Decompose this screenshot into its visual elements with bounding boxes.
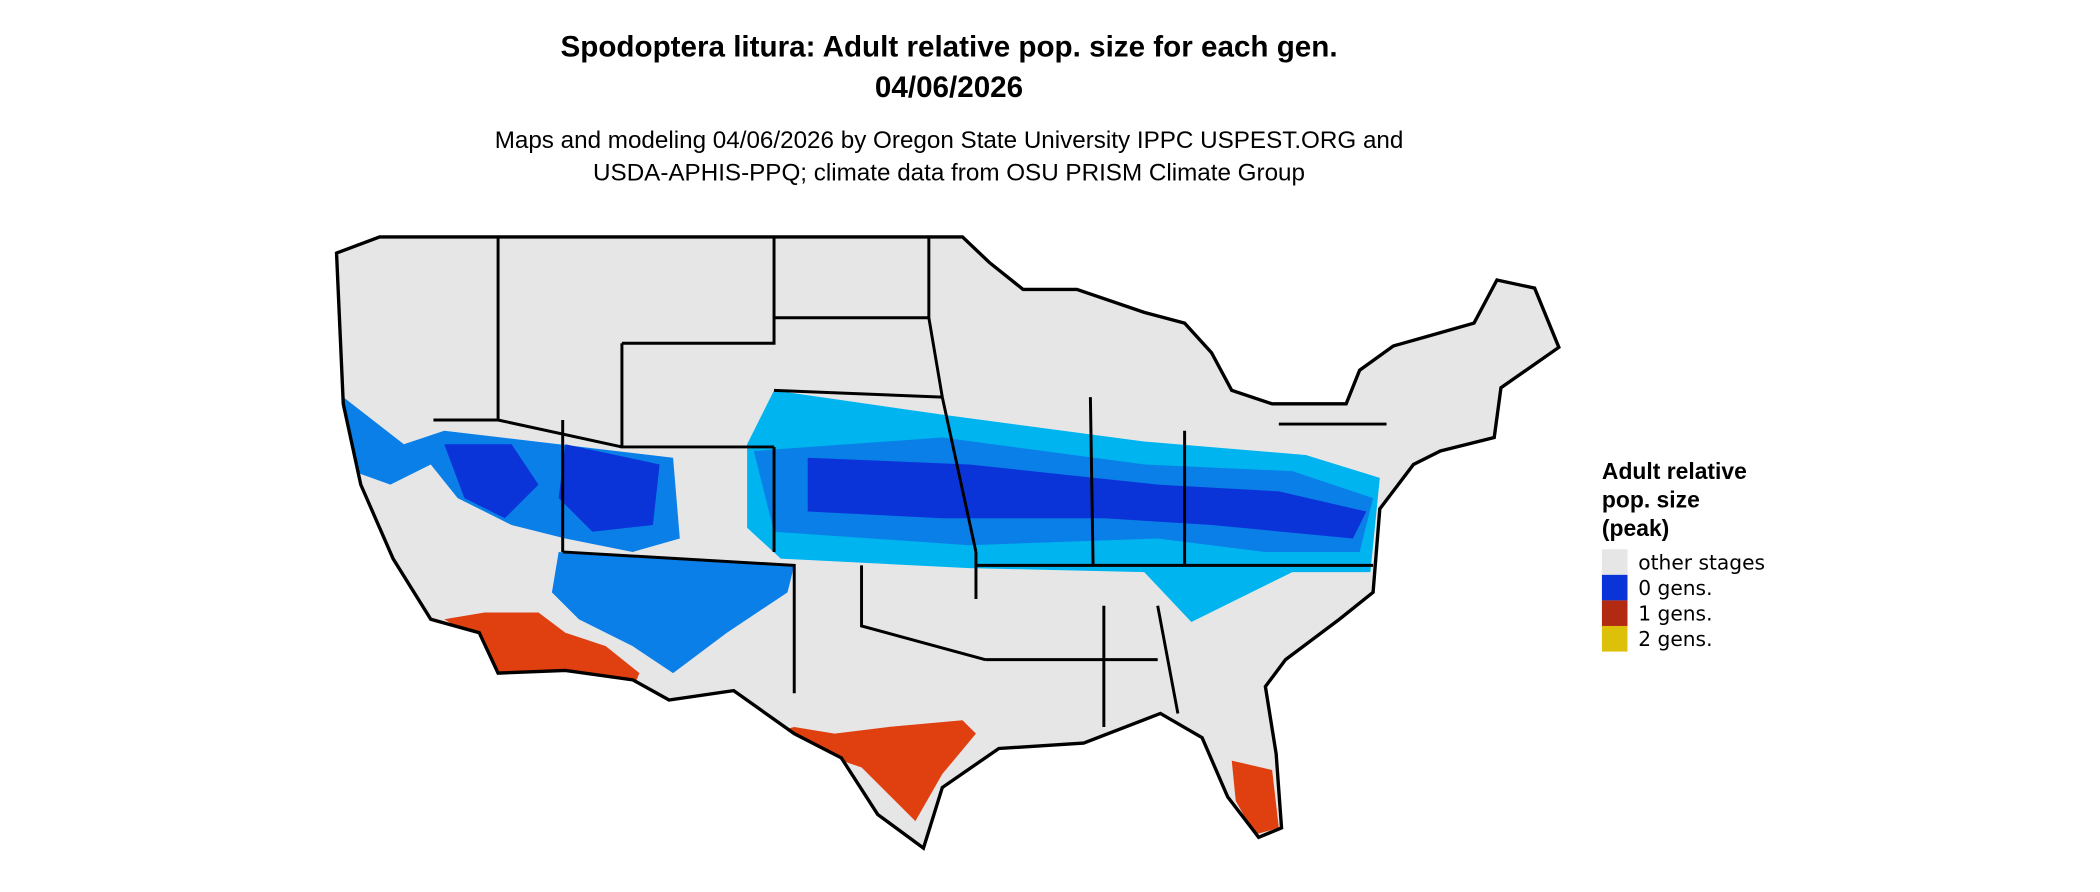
title-line: 04/06/2026 [875, 71, 1023, 104]
state-borders [433, 236, 1387, 727]
subtitle-line: USDA-APHIS-PPQ; climate data from OSU PR… [593, 159, 1305, 186]
legend-title-line: pop. size [1602, 487, 1700, 513]
title-line: Spodoptera litura: Adult relative pop. s… [560, 31, 1337, 64]
legend-swatch [1601, 625, 1628, 652]
legend-swatch [1601, 600, 1628, 626]
legend-label: 0 gens. [1638, 576, 1712, 600]
region-florida-red [1231, 760, 1279, 835]
map [334, 235, 1561, 850]
model-layer [343, 390, 1380, 835]
region-dark-blue [807, 457, 1367, 539]
legend-label: 2 gens. [1638, 627, 1712, 651]
legend-title-line: Adult relative [1602, 458, 1747, 484]
legend-label: other stages [1638, 550, 1765, 574]
region-southwest-blue [551, 551, 795, 674]
region-arizona-red [444, 612, 640, 690]
legend-swatch [1601, 549, 1628, 575]
legend-label: 1 gens. [1638, 602, 1712, 626]
legend-swatch [1601, 574, 1628, 601]
legend: Adult relative pop. size(peak) other stage… [1601, 458, 1765, 652]
legend-title-line: (peak) [1602, 515, 1669, 541]
subtitle-line: Maps and modeling 04/06/2026 by Oregon S… [495, 127, 1404, 154]
region-texas-red [753, 720, 976, 822]
region-west-dark [444, 444, 660, 532]
